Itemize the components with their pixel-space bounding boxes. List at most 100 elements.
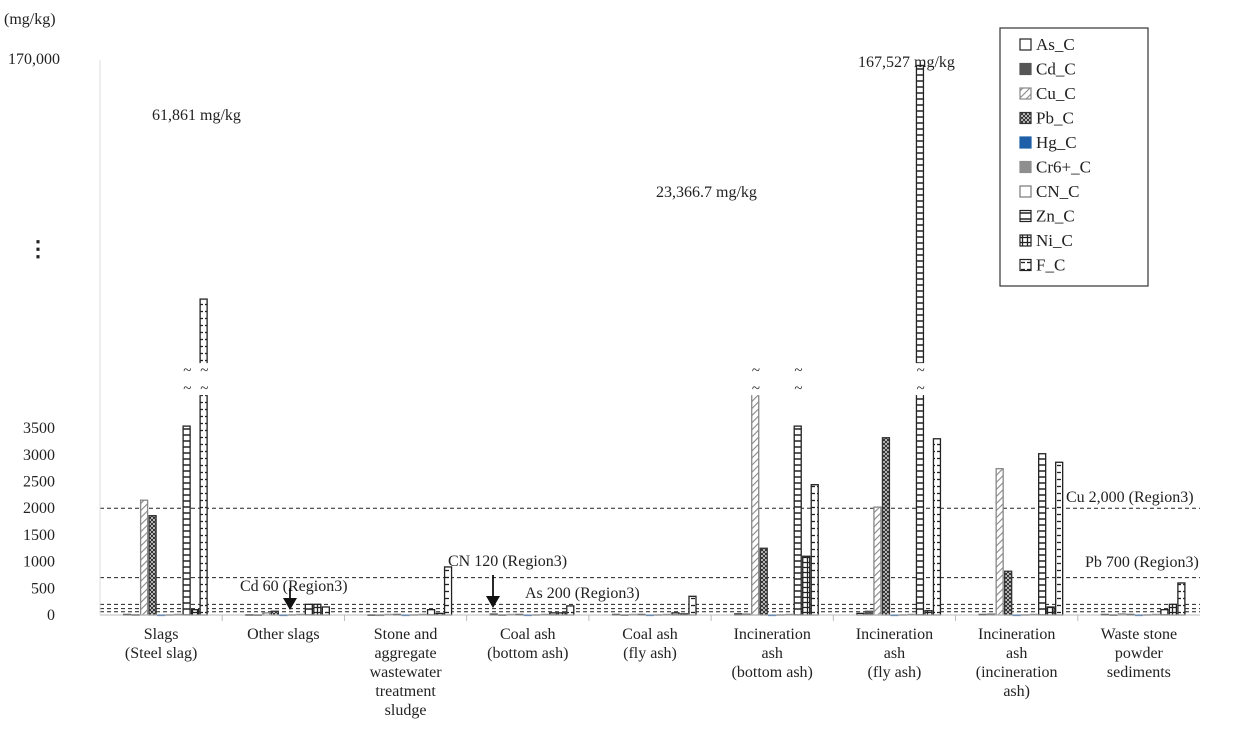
- bar-break-gap: [180, 363, 193, 396]
- annotations: Cu 2,000 (Region3) Pb 700 (Region3) As 200…: [152, 54, 1199, 610]
- bar-fc: [932, 438, 942, 616]
- y-tick-label: 1500: [23, 527, 55, 544]
- legend-swatch: [1019, 87, 1032, 100]
- value-annotation: 23,366.7 mg/kg: [656, 184, 757, 201]
- legend-swatch: [1019, 234, 1032, 247]
- reference-line-label: Cu 2,000 (Region3): [1066, 489, 1194, 506]
- legend: As_C Cd_C Cu_C Pb_C Hg_C Cr6+_C CN_C Zn_C Ni_C F_…: [999, 27, 1149, 287]
- bar-nic: [190, 609, 200, 616]
- bar-fc: [1177, 582, 1186, 616]
- legend-swatch: [1019, 111, 1032, 125]
- bar-cdc: [864, 610, 874, 616]
- bar-break-symbol: ~: [917, 363, 925, 379]
- bar-fc: [443, 566, 453, 616]
- x-category-label: Stone and aggregate wastewater treatment slu…: [370, 626, 443, 719]
- bar-break-symbol: ~: [752, 363, 760, 379]
- bar-nic: [1046, 606, 1055, 616]
- y-tick-label: 0: [47, 607, 55, 624]
- value-annotation: 61,861 mg/kg: [152, 107, 241, 124]
- bar-znc: [1038, 453, 1047, 616]
- legend-swatch: [1019, 38, 1032, 51]
- legend-label: CN_C: [1036, 182, 1079, 201]
- legend-label: F_C: [1036, 256, 1065, 275]
- y-axis-top-label: 170,000: [8, 51, 60, 68]
- y-tick-label: 2500: [23, 474, 55, 491]
- x-category-label: Coal ash (fly ash): [622, 626, 678, 662]
- bar-cuc: [139, 499, 149, 616]
- reference-line-label: As 200 (Region3): [525, 585, 640, 602]
- reference-lines: [100, 507, 1200, 613]
- y-axis-label: (mg/kg): [4, 11, 56, 28]
- y-tick-label: 3000: [23, 447, 55, 464]
- legend-label: As_C: [1036, 35, 1075, 54]
- legend-label: Hg_C: [1036, 133, 1077, 152]
- bar-break-symbol: ~: [794, 363, 802, 379]
- legend-label: Cd_C: [1036, 60, 1076, 79]
- legend-label: Cu_C: [1036, 84, 1076, 103]
- legend-swatch: [1019, 185, 1032, 198]
- bar-znc: [182, 425, 191, 616]
- bar-break-symbol: ~: [917, 381, 925, 397]
- bar-cuc: [873, 506, 882, 616]
- x-category-label: Slags (Steel slag): [125, 626, 197, 662]
- y-tick-label: 2000: [23, 500, 55, 517]
- bar-pbc: [270, 610, 279, 616]
- legend-swatch: [1019, 136, 1032, 149]
- bar-pbc: [881, 437, 891, 616]
- x-category-label: Other slags: [247, 626, 319, 643]
- bar-fc: [688, 595, 697, 616]
- legend-swatch: [1019, 209, 1032, 223]
- bar-pbc: [1004, 570, 1013, 616]
- bar-break-symbol: ~: [200, 381, 208, 397]
- x-category-label: Incineration ash (fly ash): [856, 626, 933, 681]
- bar-break-symbol: ~: [794, 381, 802, 397]
- x-category-label: Incineration ash (incineration ash): [976, 626, 1058, 700]
- y-tick-label: 3500: [23, 420, 55, 437]
- bar-fc: [321, 606, 330, 616]
- bar-fc: [1055, 461, 1064, 616]
- bar-znc: [304, 603, 313, 616]
- bars: ~ ~ ~ ~ ~ ~ ~ ~ ~ ~: [122, 64, 1186, 617]
- bar-znc: [793, 425, 802, 616]
- legend-label: Pb_C: [1036, 109, 1074, 128]
- reference-line-label: Pb 700 (Region3): [1085, 554, 1199, 571]
- bar-nic: [802, 555, 811, 616]
- y-axis-break-symbol: ⋮: [27, 236, 49, 261]
- legend-swatch: [1019, 62, 1032, 76]
- x-category-label: Waste stone powder sediments: [1101, 626, 1177, 681]
- legend-label: Ni_C: [1036, 231, 1073, 250]
- axes: 0 500 1000 1500 2000 2500 3000 3500 Slags (Steel …: [23, 60, 1200, 719]
- bar-break-symbol: ~: [200, 363, 208, 379]
- y-tick-label: 500: [31, 580, 55, 597]
- legend-swatch: [1019, 258, 1032, 272]
- bar-break-gap: [197, 363, 210, 396]
- bar-break-gap: [748, 363, 762, 396]
- bar-pbc: [148, 515, 157, 616]
- bar-break-gap: [913, 363, 926, 396]
- bar-nic: [1168, 603, 1178, 616]
- bar-cuc: [995, 468, 1004, 616]
- bar-nic: [313, 603, 322, 616]
- legend-label: Zn_C: [1036, 207, 1075, 226]
- bar-cuc: [751, 383, 760, 616]
- x-category-label: Coal ash (bottom ash): [487, 626, 568, 662]
- legend-swatch: [1019, 160, 1032, 174]
- bar-break-symbol: ~: [183, 381, 191, 397]
- bar-fc: [199, 298, 208, 616]
- bar-znc: [915, 64, 925, 616]
- bar-fc: [566, 605, 575, 616]
- bar-znc: [426, 609, 436, 616]
- y-tick-label: 1000: [23, 554, 55, 571]
- bar-fc: [810, 484, 819, 616]
- bar-pbc: [759, 547, 768, 616]
- bar-nic: [924, 610, 933, 616]
- reference-line-label: CN 120 (Region3): [448, 553, 567, 570]
- bar-break-symbol: ~: [752, 381, 760, 397]
- bar-break-gap: [791, 363, 804, 396]
- legend-label: Cr6+_C: [1036, 158, 1091, 177]
- bar-znc: [1160, 609, 1169, 616]
- bar-break-symbol: ~: [183, 363, 191, 379]
- x-category-label: Incineration ash (bottom ash): [732, 626, 813, 681]
- reference-line-label: Cd 60 (Region3): [240, 578, 348, 595]
